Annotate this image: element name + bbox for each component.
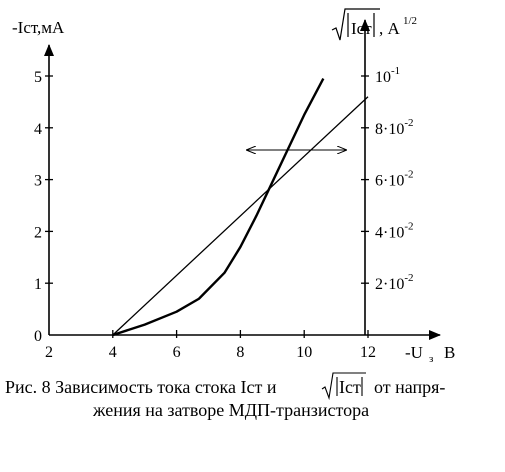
y-left-tick-label: 2: [34, 224, 42, 241]
y-right-tick-mantissa: 2·10: [375, 276, 404, 293]
y-left-tick-label: 4: [34, 121, 42, 138]
x-tick-labels: 2 4 6 8 10 12: [45, 344, 376, 361]
series-current-curve: [112, 78, 325, 337]
y-right-tick-label: 8·10-2: [375, 117, 414, 138]
y-right-tick-labels: 2·10-24·10-26·10-28·10-210-1: [375, 65, 414, 293]
y-right-tick-label: 10-1: [375, 65, 400, 86]
caption-line1-after: от напря-: [374, 377, 445, 397]
y-right-label-unit-sup: 1/2: [403, 15, 417, 27]
y-right-tick-exponent: -2: [404, 169, 413, 181]
y-left-tick-label: 3: [34, 173, 42, 190]
caption-sqrt-symbol: [321, 372, 366, 401]
caption-line2: жения на затворе МДП-транзистора: [92, 400, 369, 420]
y-left-axis-label: -Iст,мА: [12, 18, 65, 37]
x-tick-label: 12: [360, 344, 376, 361]
y-right-tick-exponent: -1: [391, 65, 400, 77]
x-axis-label-text: -U: [405, 343, 423, 362]
y-left-tick-labels: 0 1 2 3 4 5: [34, 69, 42, 345]
y-right-axis-label: Iст , А 1/2: [331, 8, 417, 41]
y-right-tick-exponent: -2: [404, 117, 413, 129]
y-right-tick-mantissa: 4·10: [375, 224, 404, 241]
series-sqrt-current-line: [112, 96, 369, 336]
x-axis-unit: В: [444, 343, 455, 362]
x-tick-label: 6: [173, 344, 181, 361]
y-right-tick-label: 2·10-2: [375, 272, 414, 293]
y-right-label-text: Iст: [351, 19, 372, 38]
y-right-tick-mantissa: 8·10: [375, 121, 404, 138]
y-right-label-unit: , А: [379, 19, 401, 38]
y-right-tick-label: 6·10-2: [375, 169, 414, 190]
axes: [44, 19, 441, 340]
x-tick-label: 10: [296, 344, 312, 361]
y-right-tick-exponent: -2: [404, 272, 413, 284]
caption-sqrt-text: Iст: [339, 377, 361, 397]
y-right-tick-label: 4·10-2: [375, 220, 414, 241]
y-right-tick-exponent: -2: [404, 220, 413, 232]
x-tick-label: 2: [45, 344, 53, 361]
x-tick-label: 4: [109, 344, 117, 361]
x-tick-label: 8: [236, 344, 244, 361]
x-axis-label-subscript: з: [429, 353, 433, 365]
x-axis-label: -U з В: [405, 343, 455, 365]
y-left-tick-label: 1: [34, 276, 42, 293]
series-group: [112, 78, 369, 337]
figure-caption: Рис. 8 Зависимость тока стока Iст и Iст …: [5, 372, 445, 420]
y-left-tick-label: 5: [34, 69, 42, 86]
sqrt-symbol: [331, 8, 380, 41]
y-right-tick-mantissa: 10: [375, 69, 391, 86]
y-left-tick-label: 0: [34, 328, 42, 345]
y-right-tick-mantissa: 6·10: [375, 173, 404, 190]
caption-line1-before: Рис. 8 Зависимость тока стока Iст и: [5, 377, 277, 397]
